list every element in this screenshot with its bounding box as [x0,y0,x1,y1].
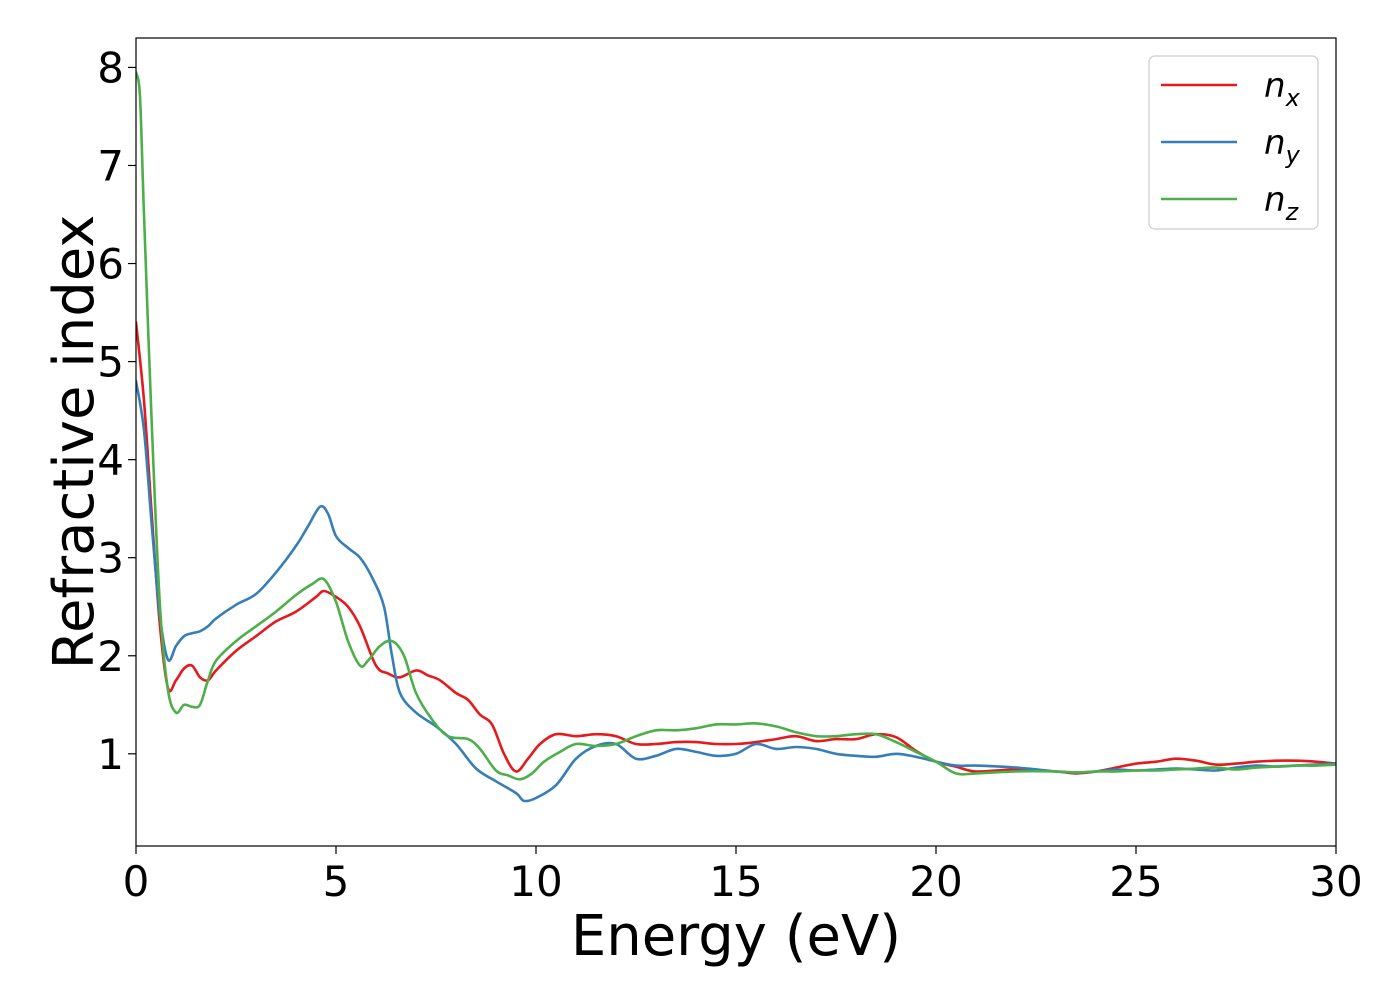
x-tick-label: 10 [509,857,562,906]
series-layer [136,71,1336,803]
y-tick-label: 8 [97,43,124,92]
x-tick-label: 0 [123,857,150,906]
y-tick-label: 3 [97,534,124,583]
series-line-n-y [136,379,1336,803]
y-tick-label: 2 [97,632,124,681]
y-axis-title: Refractive index [42,215,107,670]
x-tick-label: 30 [1309,857,1362,906]
y-tick-label: 7 [97,141,124,190]
y-tick-label: 4 [97,436,124,485]
axis-ticks: 0 5 10 15 20 25 30 1 2 3 4 5 6 7 8 [97,43,1362,906]
x-tick-label: 15 [709,857,762,906]
legend-label-n-y: ny [1264,123,1301,169]
y-tick-label: 6 [97,240,124,289]
x-tick-label: 5 [323,857,350,906]
x-axis-title: Energy (eV) [571,904,901,969]
series-line-n-z [136,71,1336,781]
y-tick-label: 1 [97,730,124,779]
legend-label-n-x: nx [1264,66,1301,112]
series-line-n-x [136,321,1336,775]
x-tick-label: 25 [1109,857,1162,906]
y-tick-label: 5 [97,338,124,387]
x-tick-label: 20 [909,857,962,906]
